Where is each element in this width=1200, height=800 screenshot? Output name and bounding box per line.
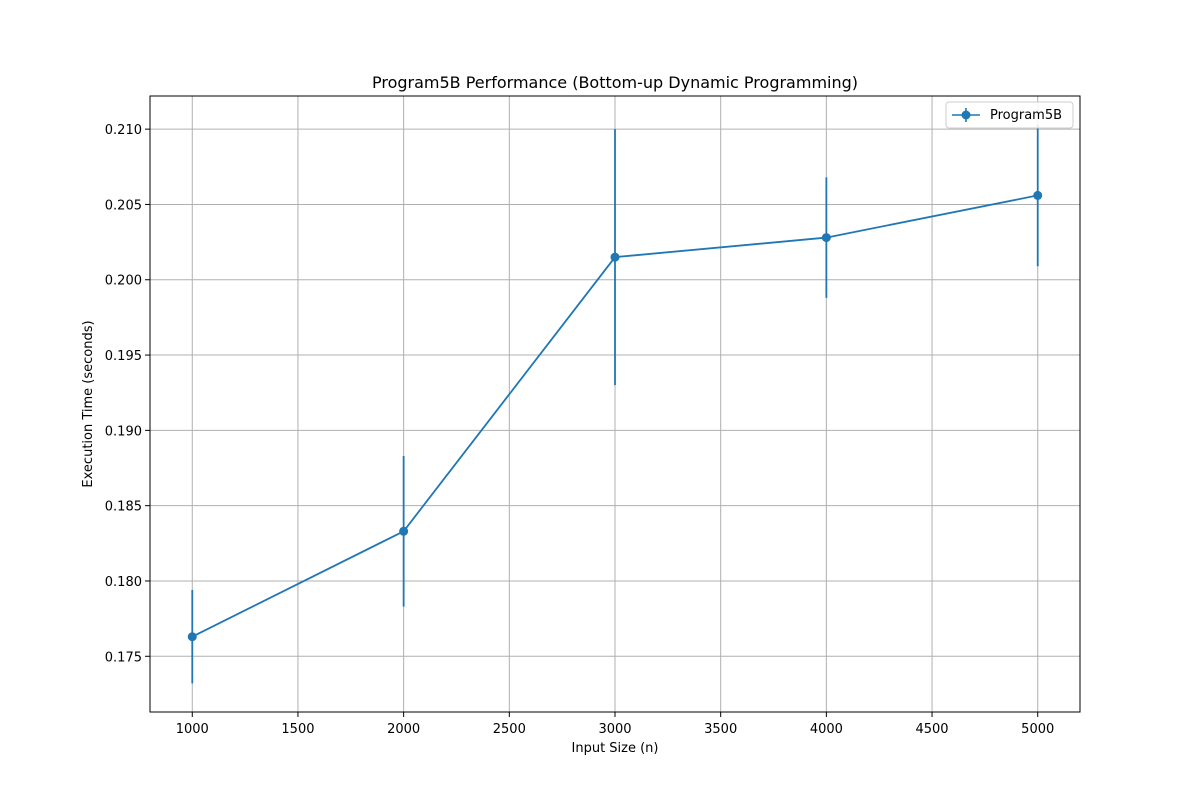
- x-tick-label: 2000: [387, 722, 420, 737]
- y-tick-label: 0.185: [105, 500, 142, 515]
- data-point: [187, 632, 197, 642]
- x-tick-label: 2500: [493, 722, 526, 737]
- y-tick-label: 0.200: [105, 274, 142, 289]
- data-point: [821, 233, 831, 243]
- y-tick-label: 0.210: [105, 123, 142, 138]
- x-tick-label: 1000: [176, 722, 209, 737]
- data-point: [610, 252, 620, 262]
- legend-box: [945, 101, 1074, 129]
- y-tick-label: 0.195: [105, 349, 142, 364]
- y-tick-label: 0.180: [105, 575, 142, 590]
- x-tick-label: 3500: [704, 722, 737, 737]
- y-tick-label: 0.190: [105, 424, 142, 439]
- axis-ticks: 1000 1500 2000 2500 3000 3500 4000 4500 5000 0.17…: [105, 123, 1054, 737]
- legend-label: Program5B: [990, 108, 1062, 123]
- x-tick-label: 1500: [281, 722, 314, 737]
- y-axis-title: Execution Time (seconds): [81, 320, 96, 487]
- y-tick-label: 0.205: [105, 198, 142, 213]
- x-tick-label: 4000: [810, 722, 843, 737]
- x-axis-title: Input Size (n): [572, 741, 659, 756]
- x-tick-label: 5000: [1021, 722, 1054, 737]
- x-tick-label: 3000: [598, 722, 631, 737]
- chart-title: Program5B Performance (Bottom-up Dynamic…: [372, 73, 858, 92]
- legend: Program5B: [945, 101, 1074, 129]
- data-point: [1033, 190, 1043, 200]
- x-tick-label: 4500: [915, 722, 948, 737]
- y-tick-label: 0.175: [105, 650, 142, 665]
- legend-point-marker: [961, 110, 971, 120]
- data-series: [187, 124, 1043, 684]
- data-point: [399, 526, 409, 536]
